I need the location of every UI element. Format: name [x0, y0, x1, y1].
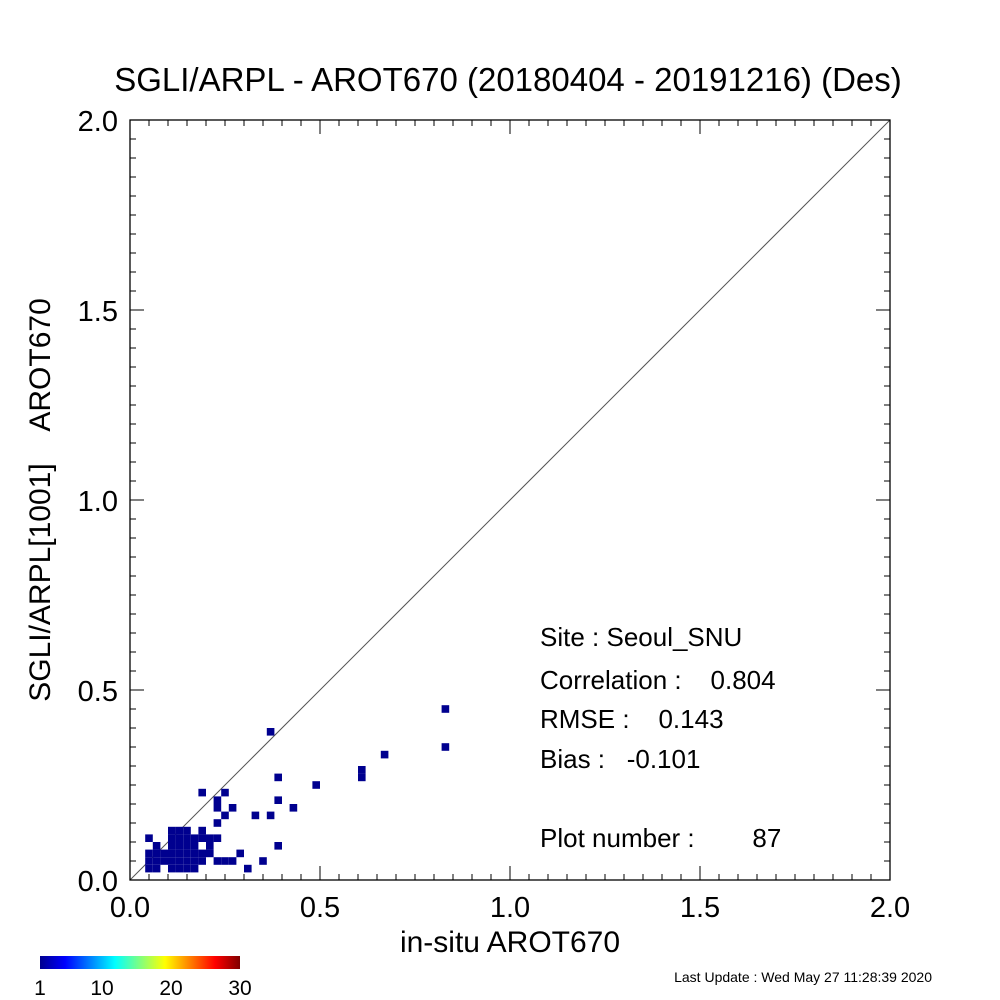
- tick-labels: 0.0 0.5 1.0 1.5 2.0 0.0 0.5 1.0 1.5 2.0: [78, 106, 910, 924]
- data-bin: [244, 864, 252, 873]
- data-bin: [152, 849, 161, 858]
- data-bin: [152, 857, 161, 865]
- stat-bias: Bias : -0.101: [540, 744, 700, 774]
- chart-title: SGLI/ARPL - AROT670 (20180404 - 20191216…: [114, 61, 902, 98]
- data-bin: [152, 842, 161, 850]
- data-bin: [213, 834, 222, 842]
- stat-site: Site : Seoul_SNU: [540, 622, 742, 652]
- y-tick-label: 0.5: [78, 676, 118, 708]
- data-bin: [183, 842, 191, 850]
- data-bin: [251, 811, 260, 820]
- data-bin: [236, 849, 244, 858]
- axis-ticks: [129, 119, 891, 881]
- data-bin: [183, 849, 191, 858]
- x-tick-label: 1.5: [680, 892, 720, 924]
- data-bin: [221, 811, 229, 820]
- colorbar-tick-label: 10: [90, 977, 113, 1000]
- y-tick-label: 1.0: [78, 486, 118, 518]
- x-tick-label: 0.0: [110, 892, 150, 924]
- data-bin: [274, 842, 282, 850]
- data-bin: [190, 834, 199, 842]
- y-tick-label: 0.0: [78, 866, 118, 898]
- data-bin: [274, 796, 282, 804]
- data-bin: [183, 834, 191, 842]
- colorbar-tick-label: 20: [159, 977, 182, 1000]
- data-bin: [213, 819, 222, 827]
- last-update-text: Last Update : Wed May 27 11:28:39 2020: [674, 969, 932, 985]
- data-bin: [228, 804, 237, 812]
- data-bin: [221, 788, 229, 797]
- data-bin: [198, 788, 206, 797]
- data-bin: [183, 864, 191, 873]
- data-bin: [358, 773, 366, 782]
- data-bin: [145, 857, 153, 865]
- data-bin: [289, 804, 298, 812]
- data-bin: [183, 826, 191, 835]
- data-bin: [221, 857, 229, 865]
- colorbar-tick-label: 30: [228, 977, 251, 1000]
- data-bin: [198, 826, 206, 835]
- data-bin: [168, 849, 176, 858]
- data-bin: [312, 781, 320, 789]
- data-bin: [198, 857, 206, 865]
- data-bin: [168, 842, 176, 850]
- data-bin: [228, 857, 237, 865]
- data-bin: [190, 842, 199, 850]
- data-bin: [145, 834, 153, 842]
- x-tick-label: 1.0: [490, 892, 530, 924]
- y-tick-label: 2.0: [78, 106, 118, 138]
- data-bin: [266, 811, 275, 820]
- x-tick-label: 2.0: [870, 892, 910, 924]
- data-bin: [152, 864, 161, 873]
- data-bin: [266, 728, 275, 736]
- data-bin: [441, 743, 450, 751]
- data-bin: [441, 705, 450, 713]
- data-bin: [145, 864, 153, 873]
- y-axis-label: SGLI/ARPL[1001] AROT670: [24, 298, 57, 702]
- data-bin: [183, 857, 191, 865]
- data-bin: [213, 804, 222, 812]
- data-bin: [175, 842, 184, 850]
- data-bin: [198, 834, 206, 842]
- data-bins: [145, 705, 450, 873]
- data-bin: [175, 864, 184, 873]
- stat-correlation: Correlation : 0.804: [540, 665, 776, 695]
- x-axis-label: in-situ AROT670: [400, 926, 620, 959]
- data-bin: [380, 750, 389, 759]
- data-bin: [160, 849, 168, 858]
- data-bin: [206, 849, 214, 858]
- data-bin: [168, 857, 176, 865]
- one-to-one-line: [129, 119, 891, 881]
- data-bin: [190, 849, 199, 858]
- data-bin: [213, 796, 222, 804]
- data-bin: [206, 834, 214, 842]
- plot-frame: [129, 119, 891, 881]
- stat-rmse: RMSE : 0.143: [540, 704, 724, 734]
- colorbar-tick-label: 1: [34, 977, 46, 1000]
- data-bin: [168, 826, 176, 835]
- data-bin: [168, 834, 176, 842]
- data-bin: [175, 834, 184, 842]
- data-bin: [206, 842, 214, 850]
- y-tick-label: 1.5: [78, 296, 118, 328]
- x-tick-label: 0.5: [300, 892, 340, 924]
- data-bin: [198, 849, 206, 858]
- data-bin: [259, 857, 267, 865]
- data-bin: [160, 857, 168, 865]
- data-bin: [168, 864, 176, 873]
- data-bin: [145, 849, 153, 858]
- data-bin: [358, 766, 366, 774]
- data-bin: [175, 849, 184, 858]
- colorbar-labels: 1 10 20 30: [34, 977, 252, 1000]
- data-bin: [190, 864, 199, 873]
- data-bin: [190, 857, 199, 865]
- data-bin: [274, 773, 282, 782]
- data-bin: [175, 857, 184, 865]
- data-bin: [213, 857, 222, 865]
- colorbar: [40, 956, 240, 969]
- data-bin: [175, 826, 184, 835]
- stat-plot-number: Plot number : 87: [540, 823, 781, 853]
